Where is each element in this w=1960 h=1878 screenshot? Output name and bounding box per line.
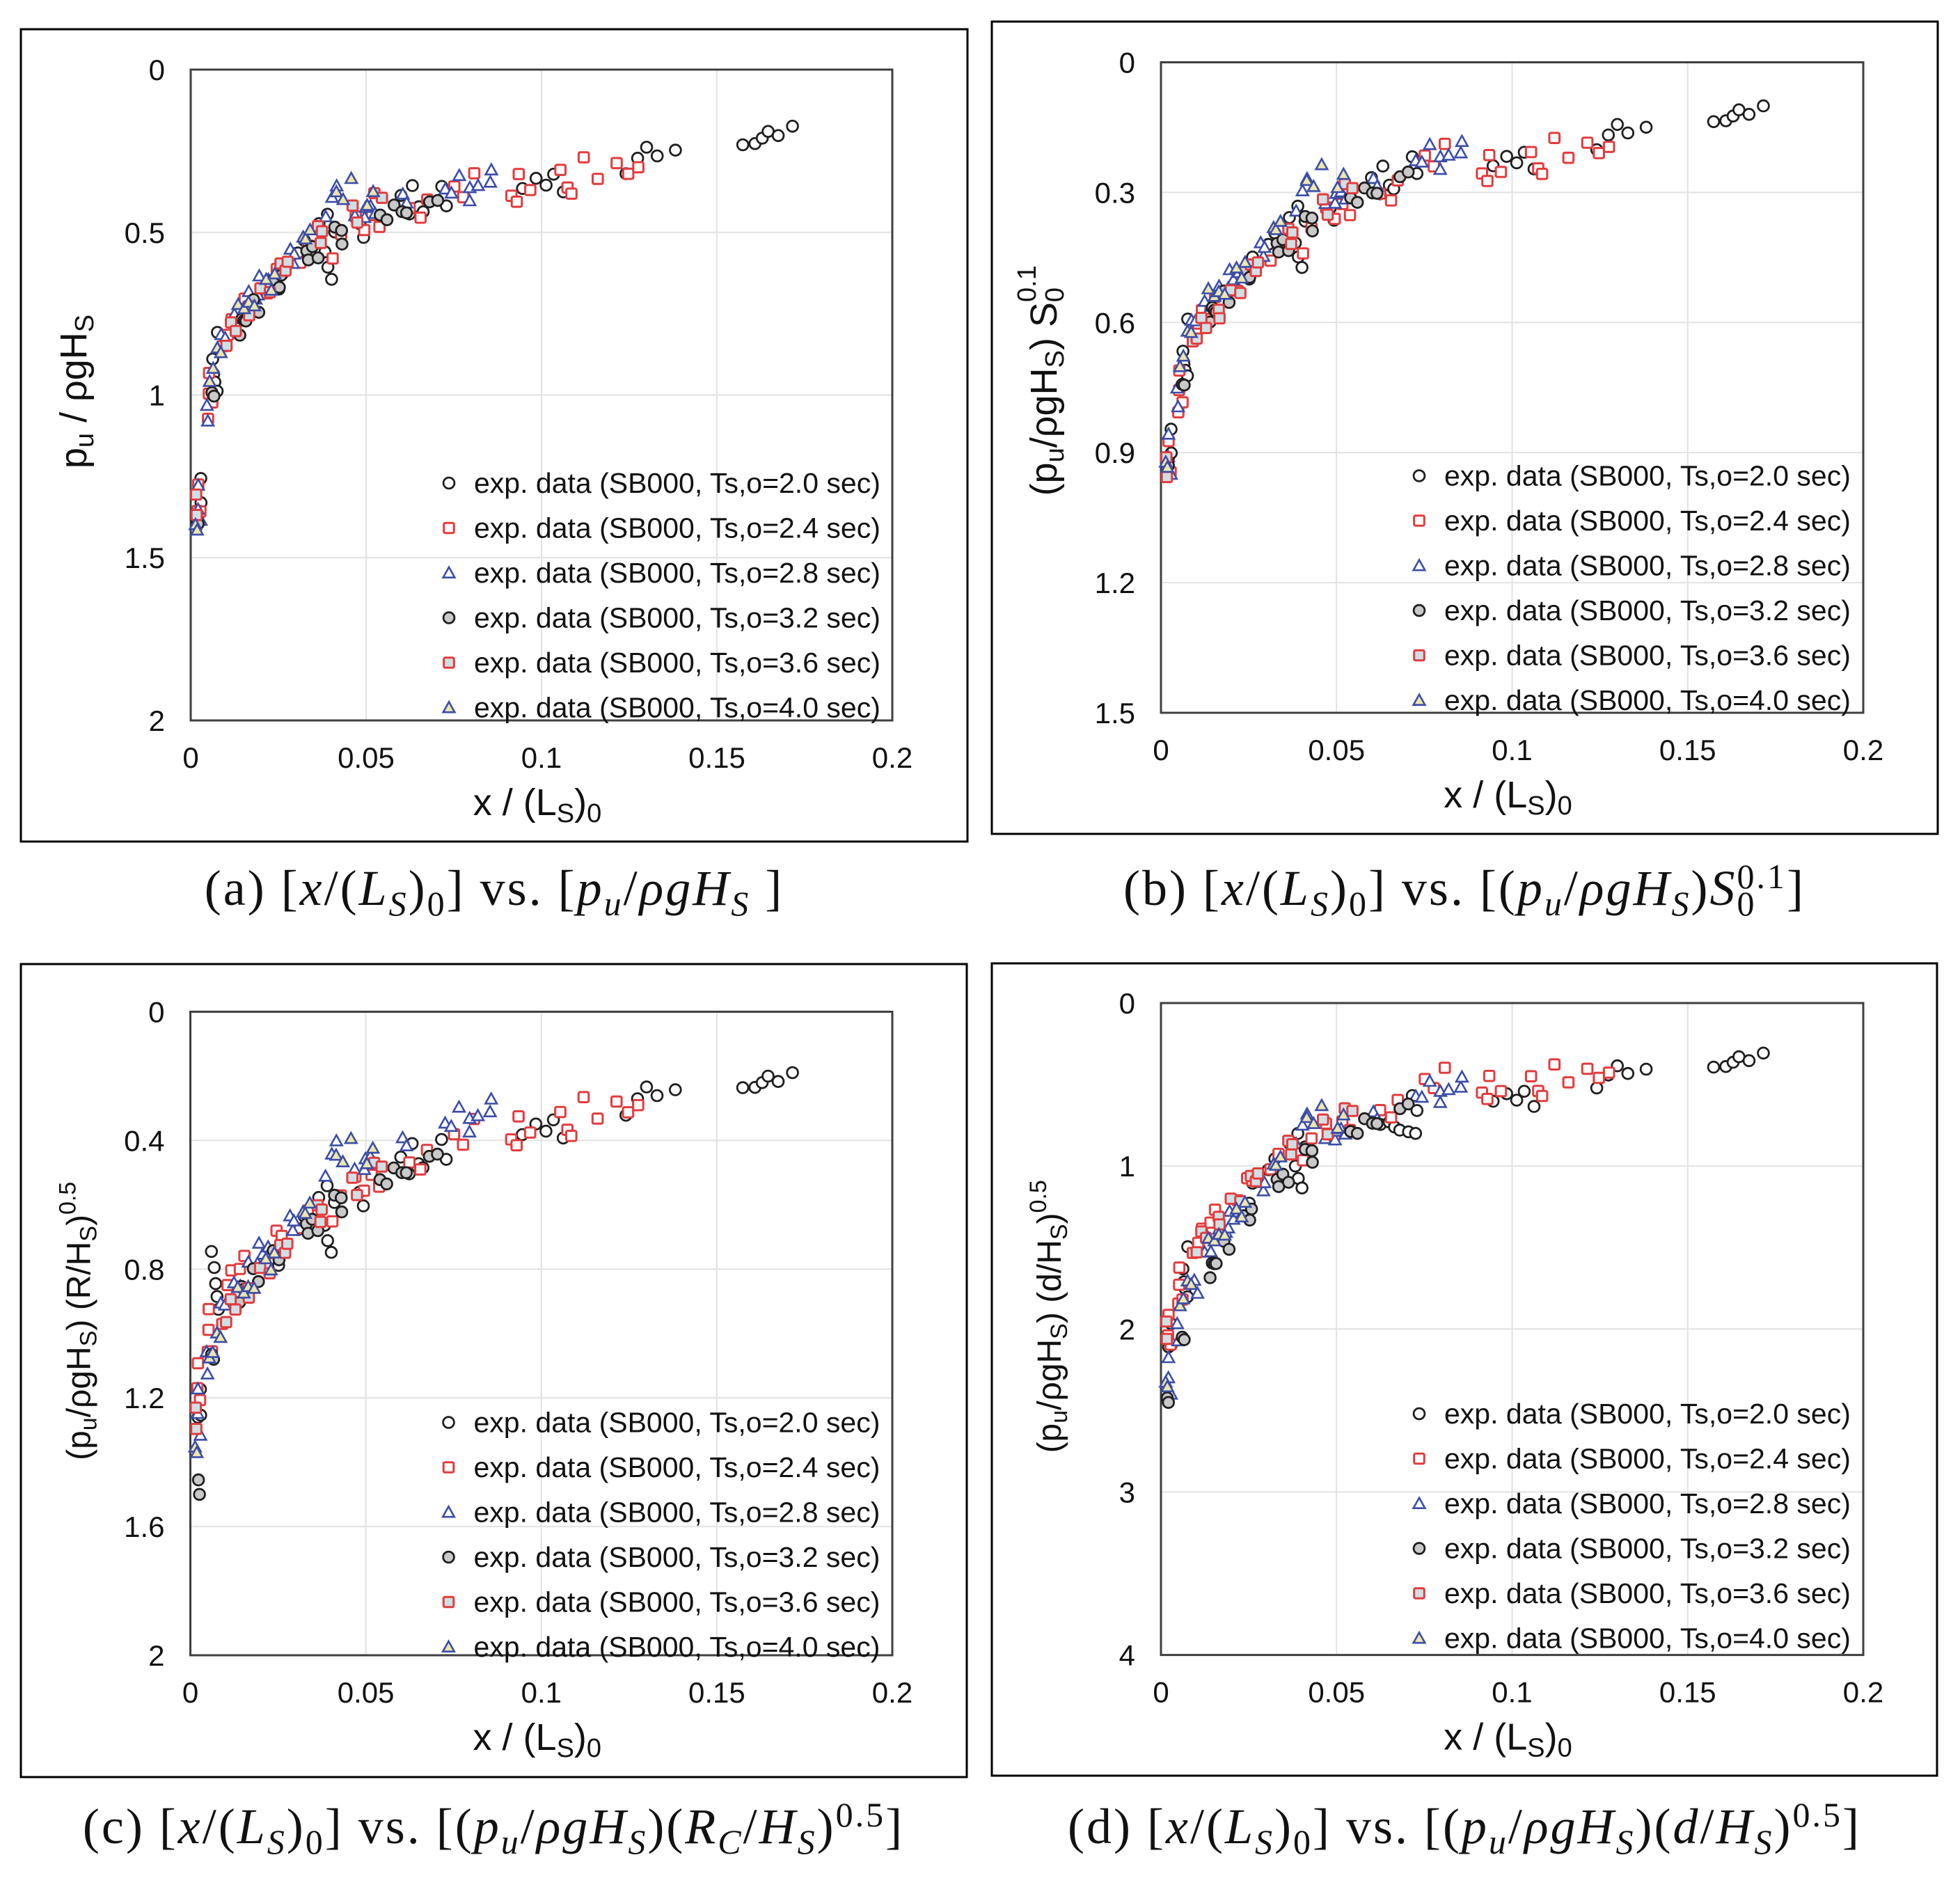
svg-text:exp. data (SB000, Ts,o=2.4 sec: exp. data (SB000, Ts,o=2.4 sec): [474, 1451, 880, 1483]
svg-text:0.2: 0.2: [872, 1676, 912, 1709]
svg-text:0.05: 0.05: [338, 741, 395, 774]
svg-text:0: 0: [1153, 734, 1169, 766]
svg-text:exp. data (SB000, Ts,o=3.6 sec: exp. data (SB000, Ts,o=3.6 sec): [1444, 1577, 1851, 1609]
svg-text:x / (LS)0: x / (LS)0: [1444, 774, 1572, 821]
svg-text:0.8: 0.8: [124, 1253, 164, 1286]
svg-text:exp. data (SB000, Ts,o=3.6 sec: exp. data (SB000, Ts,o=3.6 sec): [1444, 640, 1851, 672]
svg-text:exp. data (SB000, Ts,o=2.0 sec: exp. data (SB000, Ts,o=2.0 sec): [474, 1407, 880, 1439]
svg-text:0.15: 0.15: [1659, 1676, 1716, 1709]
svg-text:0.6: 0.6: [1095, 306, 1135, 339]
svg-text:(c) [x/(LS)0] vs. [(pu/ρgHS)(R: (c) [x/(LS)0] vs. [(pu/ρgHS)(RC/HS)0.5]: [83, 1795, 904, 1861]
svg-text:2: 2: [148, 1639, 164, 1672]
svg-text:2: 2: [149, 704, 165, 737]
svg-text:exp. data (SB000, Ts,o=3.6 sec: exp. data (SB000, Ts,o=3.6 sec): [474, 1586, 880, 1618]
svg-text:exp. data (SB000, Ts,o=2.4 sec: exp. data (SB000, Ts,o=2.4 sec): [1444, 505, 1851, 537]
svg-text:(b) [x/(LS)0] vs. [(pu/ρgHS)S0: (b) [x/(LS)0] vs. [(pu/ρgHS)S00.1]: [1123, 857, 1805, 923]
svg-text:0.15: 0.15: [688, 741, 745, 774]
svg-text:x / (LS)0: x / (LS)0: [473, 782, 602, 828]
svg-text:1: 1: [149, 379, 165, 412]
svg-text:exp. data (SB000, Ts,o=2.0 sec: exp. data (SB000, Ts,o=2.0 sec): [474, 467, 880, 499]
svg-text:0.1: 0.1: [1492, 734, 1532, 766]
svg-text:1.5: 1.5: [125, 542, 165, 574]
svg-text:0.3: 0.3: [1095, 176, 1135, 209]
svg-text:0: 0: [1119, 47, 1135, 79]
svg-text:exp. data (SB000, Ts,o=3.2 sec: exp. data (SB000, Ts,o=3.2 sec): [474, 1541, 880, 1573]
svg-text:3: 3: [1119, 1476, 1135, 1508]
svg-text:0: 0: [1153, 1676, 1169, 1709]
svg-text:exp. data (SB000, Ts,o=4.0 sec: exp. data (SB000, Ts,o=4.0 sec): [474, 1631, 880, 1663]
svg-text:0.15: 0.15: [688, 1676, 745, 1709]
svg-text:(a) [x/(LS)0] vs. [pu/ρgHS ]: (a) [x/(LS)0] vs. [pu/ρgHS ]: [205, 860, 784, 923]
svg-text:0.05: 0.05: [1308, 1676, 1365, 1709]
svg-text:exp. data (SB000, Ts,o=3.2 sec: exp. data (SB000, Ts,o=3.2 sec): [1444, 594, 1851, 626]
svg-text:0: 0: [148, 996, 164, 1029]
svg-text:0.2: 0.2: [1843, 734, 1883, 766]
svg-text:exp. data (SB000, Ts,o=3.6 sec: exp. data (SB000, Ts,o=3.6 sec): [474, 647, 880, 679]
svg-text:exp. data (SB000, Ts,o=3.2 sec: exp. data (SB000, Ts,o=3.2 sec): [474, 602, 880, 634]
svg-text:x / (LS)0: x / (LS)0: [473, 1717, 602, 1763]
svg-text:1.6: 1.6: [124, 1510, 164, 1543]
svg-text:exp. data (SB000, Ts,o=2.8 sec: exp. data (SB000, Ts,o=2.8 sec): [1444, 550, 1851, 582]
svg-text:1.2: 1.2: [124, 1382, 164, 1414]
svg-text:0.4: 0.4: [124, 1124, 164, 1157]
svg-text:exp. data (SB000, Ts,o=2.8 sec: exp. data (SB000, Ts,o=2.8 sec): [474, 557, 880, 589]
svg-text:exp. data (SB000, Ts,o=2.4 sec: exp. data (SB000, Ts,o=2.4 sec): [1444, 1443, 1851, 1475]
svg-text:0: 0: [149, 54, 165, 86]
svg-text:1.2: 1.2: [1095, 567, 1135, 599]
svg-text:1: 1: [1119, 1150, 1135, 1183]
svg-text:0.1: 0.1: [521, 741, 562, 774]
svg-text:1.5: 1.5: [1095, 697, 1135, 729]
svg-text:x / (LS)0: x / (LS)0: [1444, 1717, 1572, 1763]
svg-text:0: 0: [182, 1676, 198, 1709]
svg-text:exp. data (SB000, Ts,o=2.8 sec: exp. data (SB000, Ts,o=2.8 sec): [474, 1497, 880, 1529]
svg-text:2: 2: [1119, 1313, 1135, 1346]
svg-text:exp. data (SB000, Ts,o=2.0 sec: exp. data (SB000, Ts,o=2.0 sec): [1444, 460, 1851, 492]
svg-text:0.1: 0.1: [521, 1676, 562, 1709]
svg-text:0.15: 0.15: [1659, 734, 1716, 766]
svg-text:exp. data (SB000, Ts,o=2.0 sec: exp. data (SB000, Ts,o=2.0 sec): [1444, 1398, 1851, 1430]
svg-text:0: 0: [1119, 987, 1135, 1020]
svg-text:exp. data (SB000, Ts,o=4.0 sec: exp. data (SB000, Ts,o=4.0 sec): [1444, 1623, 1851, 1655]
svg-text:0.05: 0.05: [1308, 734, 1365, 766]
svg-text:0.9: 0.9: [1095, 436, 1135, 469]
svg-text:4: 4: [1119, 1639, 1135, 1672]
svg-text:(d) [x/(LS)0] vs. [(pu/ρgHS)(d: (d) [x/(LS)0] vs. [(pu/ρgHS)(d/HS)0.5]: [1068, 1795, 1861, 1861]
svg-text:0.1: 0.1: [1492, 1676, 1532, 1709]
svg-text:exp. data (SB000, Ts,o=4.0 sec: exp. data (SB000, Ts,o=4.0 sec): [1444, 684, 1851, 716]
svg-text:0.2: 0.2: [872, 741, 912, 774]
svg-text:exp. data (SB000, Ts,o=3.2 sec: exp. data (SB000, Ts,o=3.2 sec): [1444, 1533, 1851, 1565]
svg-text:0.5: 0.5: [125, 216, 165, 249]
svg-text:exp. data (SB000, Ts,o=4.0 sec: exp. data (SB000, Ts,o=4.0 sec): [474, 692, 880, 724]
svg-text:0.2: 0.2: [1843, 1676, 1883, 1709]
svg-text:exp. data (SB000, Ts,o=2.4 sec: exp. data (SB000, Ts,o=2.4 sec): [474, 512, 880, 544]
svg-text:0.05: 0.05: [338, 1676, 395, 1709]
svg-text:0: 0: [182, 741, 198, 774]
svg-text:exp. data (SB000, Ts,o=2.8 sec: exp. data (SB000, Ts,o=2.8 sec): [1444, 1488, 1851, 1520]
